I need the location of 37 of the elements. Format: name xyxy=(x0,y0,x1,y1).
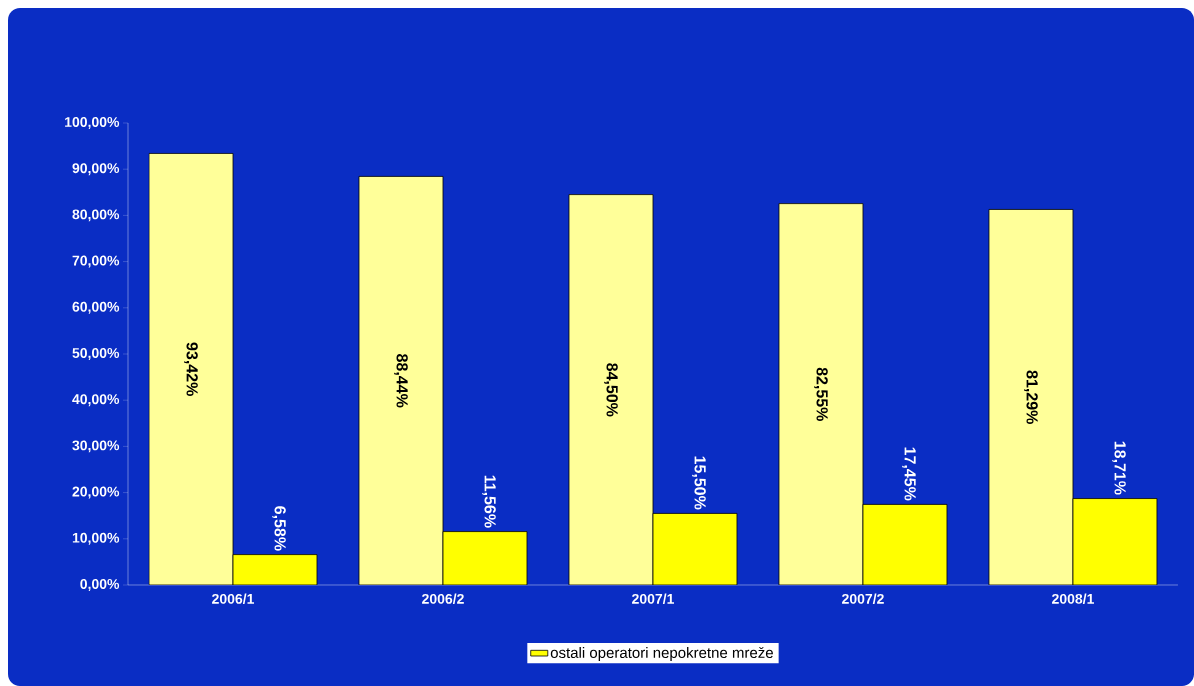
y-tick-label: 40,00% xyxy=(72,394,120,407)
data-label: 82,55% xyxy=(814,367,828,422)
y-tick-label: 100,00% xyxy=(65,117,120,129)
data-label: 81,29% xyxy=(1024,370,1038,424)
bar xyxy=(358,176,444,585)
bar xyxy=(988,209,1074,585)
bar xyxy=(442,531,528,585)
y-tick-label: 50,00% xyxy=(72,348,120,360)
y-tick-label: 60,00% xyxy=(72,301,120,314)
data-label: 88,44% xyxy=(394,354,408,408)
x-tick-label: 2007/1 xyxy=(632,593,675,604)
bar xyxy=(862,503,948,585)
data-label: 17,45% xyxy=(902,447,916,501)
y-tick-label: 70,00% xyxy=(72,255,120,268)
x-tick-label: 2007/2 xyxy=(842,593,884,604)
bar xyxy=(148,153,234,585)
y-tick-label: 90,00% xyxy=(72,163,120,176)
bar xyxy=(1072,498,1158,585)
data-label: 6,58% xyxy=(272,506,286,551)
data-label: 18,71% xyxy=(1112,441,1126,495)
data-label: 84,50% xyxy=(604,363,618,417)
y-tick-label: 0,00% xyxy=(80,579,120,591)
bar xyxy=(778,203,864,585)
data-label: 15,50% xyxy=(692,456,706,510)
y-tick-label: 30,00% xyxy=(72,440,120,453)
x-tick-label: 2006/2 xyxy=(422,593,464,604)
bar xyxy=(232,554,318,585)
bar xyxy=(652,512,738,585)
y-tick-label: 20,00% xyxy=(72,486,120,499)
bar xyxy=(568,194,654,585)
y-tick-label: 10,00% xyxy=(72,532,120,545)
legend-label: ostali operatori nepokretne mreže xyxy=(550,646,773,661)
y-tick-label: 80,00% xyxy=(72,209,120,222)
data-label: 93,42% xyxy=(184,342,198,396)
x-tick-label: 2008/1 xyxy=(1052,593,1094,604)
x-tick-label: 2006/1 xyxy=(212,593,255,604)
data-label: 11,56% xyxy=(482,475,496,528)
